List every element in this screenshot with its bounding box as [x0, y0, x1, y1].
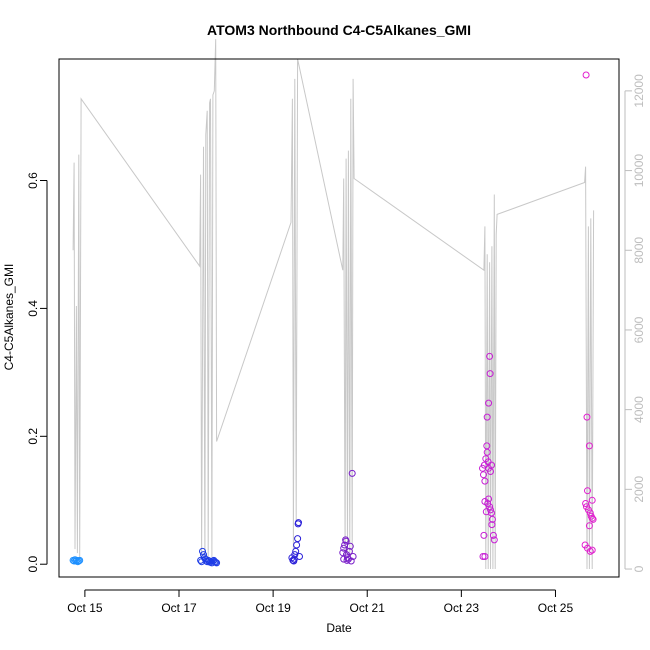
scatter-point-s4-26	[479, 553, 487, 560]
scatter-point-s4-18	[485, 495, 493, 503]
axes-layer: Oct 15 Oct 17 Oct 19 Oct 21 Oct 23 Oct 25 0.0 0…	[26, 58, 646, 615]
scatter-point-s3-4	[342, 537, 350, 545]
scatter-point-s4-13	[487, 468, 494, 475]
x-tick-label-4: Oct 23	[444, 601, 480, 615]
x-tick-label-0: Oct 15	[67, 601, 103, 615]
scatter-point-s2-4	[292, 547, 300, 555]
scatter-point-s2-6	[294, 535, 302, 543]
scatter-point-s4-16	[482, 508, 490, 516]
scatter-point-s4-28	[488, 521, 496, 529]
y2-tick-label-3: 6000	[632, 316, 646, 343]
scatter-point-s2-3	[291, 551, 299, 559]
scatter-point-s4-14	[488, 461, 495, 469]
scatter-point-s4-10	[486, 370, 494, 378]
y2-tick-label-1: 2000	[632, 476, 646, 503]
scatter-point-s3-14	[343, 556, 351, 564]
scatter-point-s4-19	[486, 503, 494, 511]
plot-layer	[69, 39, 597, 570]
scatter-point-s4-6	[483, 448, 491, 456]
x-axis-label: Date	[326, 621, 352, 635]
plot-frame	[58, 58, 620, 578]
scatter-point-s2-8	[295, 519, 302, 527]
y2-tick-label-5: 10000	[632, 154, 646, 188]
scatter-point-s4-3	[481, 477, 489, 485]
scatter-point-s4-12	[483, 413, 491, 421]
scatter-point-s4-21	[488, 509, 495, 517]
scatter-point-s5-9	[588, 514, 596, 522]
secondary-series-line	[72, 39, 595, 570]
scatter-point-s3-8	[345, 547, 353, 555]
scatter-point-s5-15	[588, 546, 596, 554]
y-tick-label-3: 0.6	[26, 172, 40, 189]
y-tick-label-1: 0.2	[26, 428, 40, 445]
scatter-point-s1-16	[197, 556, 205, 564]
scatter-point-s2-10	[290, 555, 298, 563]
x-tick-label-5: Oct 25	[538, 601, 574, 615]
y2-tick-label-2: 4000	[632, 396, 646, 423]
scatter-point-s5-3	[584, 487, 591, 495]
y-axis-label: C4-C5Alkanes_GMI	[2, 264, 16, 371]
y2-tick-label-0: 0	[632, 565, 646, 572]
scatter-point-s1-0	[199, 547, 206, 555]
scatter-point-s5-1	[583, 413, 591, 421]
x-tick-label-3: Oct 21	[350, 601, 386, 615]
scatter-point-s0-5	[74, 558, 82, 566]
scatter-point-s5-10	[589, 515, 597, 523]
scatter-point-s3-12	[349, 553, 357, 560]
scatter-point-s3-11	[348, 469, 356, 477]
scatter-point-s0-7	[76, 556, 84, 564]
y-tick-label-0: 0.0	[26, 556, 40, 573]
scatter-point-s1-17	[198, 558, 206, 566]
y-tick-label-2: 0.4	[26, 300, 40, 317]
scatter-point-s5-4	[588, 496, 596, 504]
x-tick-label-1: Oct 17	[161, 601, 197, 615]
scatter-point-s1-1	[200, 551, 207, 559]
scatter-point-s4-11	[485, 399, 493, 407]
scatter-point-s3-0	[339, 549, 347, 557]
scatter-point-s5-0	[582, 71, 590, 79]
scatter-point-s1-15	[213, 559, 221, 567]
scatter-point-s4-22	[488, 515, 496, 523]
scatter-point-s4-27	[481, 553, 489, 560]
y2-tick-label-6: 12000	[632, 74, 646, 108]
scatter-point-s5-16	[582, 500, 590, 507]
scatter-point-s3-1	[340, 544, 348, 552]
y2-tick-label-4: 8000	[632, 237, 646, 264]
scatter-point-s4-9	[486, 352, 494, 360]
scatter-point-s3-9	[346, 542, 354, 550]
scatter-point-s3-13	[340, 555, 348, 563]
scatter-point-s4-24	[490, 536, 498, 544]
scatter-point-s4-20	[487, 506, 494, 514]
scatter-point-s5-2	[585, 442, 593, 450]
scatter-point-s3-10	[347, 557, 355, 565]
scatter-point-s4-25	[480, 531, 488, 539]
x-tick-label-2: Oct 19	[255, 601, 291, 615]
scatter-point-s5-11	[585, 522, 593, 530]
scatter-point-s5-14	[586, 547, 594, 555]
chart-title: ATOM3 Northbound C4-C5Alkanes_GMI	[207, 22, 471, 38]
scatter-point-s4-1	[480, 471, 487, 479]
scatter-point-s2-5	[293, 541, 301, 549]
scatter-point-s4-23	[489, 531, 497, 539]
